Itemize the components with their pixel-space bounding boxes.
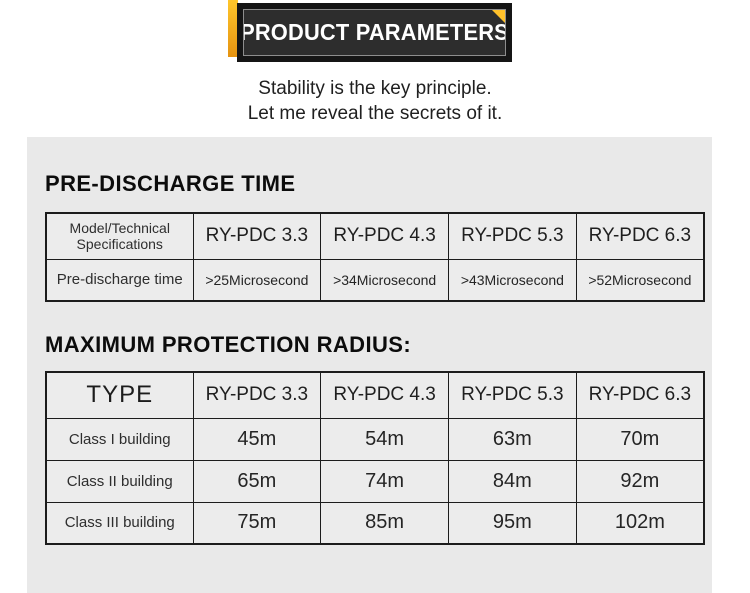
table-header-cell: RY-PDC 4.3 [320, 212, 449, 260]
table-header-cell: RY-PDC 6.3 [575, 212, 705, 260]
table-cell: 74m [320, 459, 449, 503]
row-label-cell: Pre-discharge time [45, 258, 194, 302]
table-header-cell: Model/Technical Specifications [45, 212, 194, 260]
table-cell: 85m [320, 501, 449, 545]
table-cell: 70m [575, 417, 705, 461]
table-header-row: TYPE RY-PDC 3.3 RY-PDC 4.3 RY-PDC 5.3 RY… [45, 371, 705, 419]
row-label-cell: Class III building [45, 501, 194, 545]
table-header-cell: RY-PDC 3.3 [192, 212, 322, 260]
subtitle: Stability is the key principle. Let me r… [0, 76, 750, 126]
table-cell: 75m [192, 501, 322, 545]
table-cell: 45m [192, 417, 322, 461]
table-header-cell: RY-PDC 3.3 [192, 371, 322, 419]
row-label-cell: Class II building [45, 459, 194, 503]
table-row: Pre-discharge time >25Microsecond >34Mic… [45, 258, 705, 302]
table-header-cell: RY-PDC 4.3 [320, 371, 449, 419]
table-header-cell: RY-PDC 6.3 [575, 371, 705, 419]
section-heading-pre-discharge: PRE-DISCHARGE TIME [45, 171, 296, 196]
table-cell: >43Microsecond [448, 258, 577, 302]
banner-inner-frame: PRODUCT PARAMETERS [243, 9, 506, 56]
table-cell: 65m [192, 459, 322, 503]
table-header-row: Model/Technical Specifications RY-PDC 3.… [45, 212, 705, 260]
table-header-cell: RY-PDC 5.3 [448, 371, 577, 419]
parameters-panel: PRE-DISCHARGE TIME Model/Technical Speci… [27, 137, 712, 593]
table-header-cell: RY-PDC 5.3 [448, 212, 577, 260]
banner-title: PRODUCT PARAMETERS [243, 19, 506, 45]
table-cell: 95m [448, 501, 577, 545]
section-heading-protection-radius: MAXIMUM PROTECTION RADIUS: [45, 332, 412, 357]
table-cell: >52Microsecond [575, 258, 705, 302]
table-header-cell: TYPE [45, 371, 194, 419]
protection-radius-table: TYPE RY-PDC 3.3 RY-PDC 4.3 RY-PDC 5.3 RY… [45, 371, 705, 545]
banner-accent-stripe [228, 0, 238, 57]
table-cell: 84m [448, 459, 577, 503]
table-cell: 92m [575, 459, 705, 503]
table-row: Class I building 45m 54m 63m 70m [45, 417, 705, 461]
table-cell: 54m [320, 417, 449, 461]
pre-discharge-table: Model/Technical Specifications RY-PDC 3.… [45, 212, 705, 302]
table-cell: >25Microsecond [192, 258, 322, 302]
product-parameters-banner: PRODUCT PARAMETERS [237, 3, 512, 62]
table-row: Class II building 65m 74m 84m 92m [45, 459, 705, 503]
table-row: Class III building 75m 85m 95m 102m [45, 501, 705, 545]
table-cell: >34Microsecond [320, 258, 449, 302]
banner-corner-accent [492, 10, 505, 23]
row-label-cell: Class I building [45, 417, 194, 461]
subtitle-line-1: Stability is the key principle. [258, 78, 492, 99]
table-cell: 102m [575, 501, 705, 545]
subtitle-line-2: Let me reveal the secrets of it. [247, 103, 503, 125]
table-cell: 63m [448, 417, 577, 461]
